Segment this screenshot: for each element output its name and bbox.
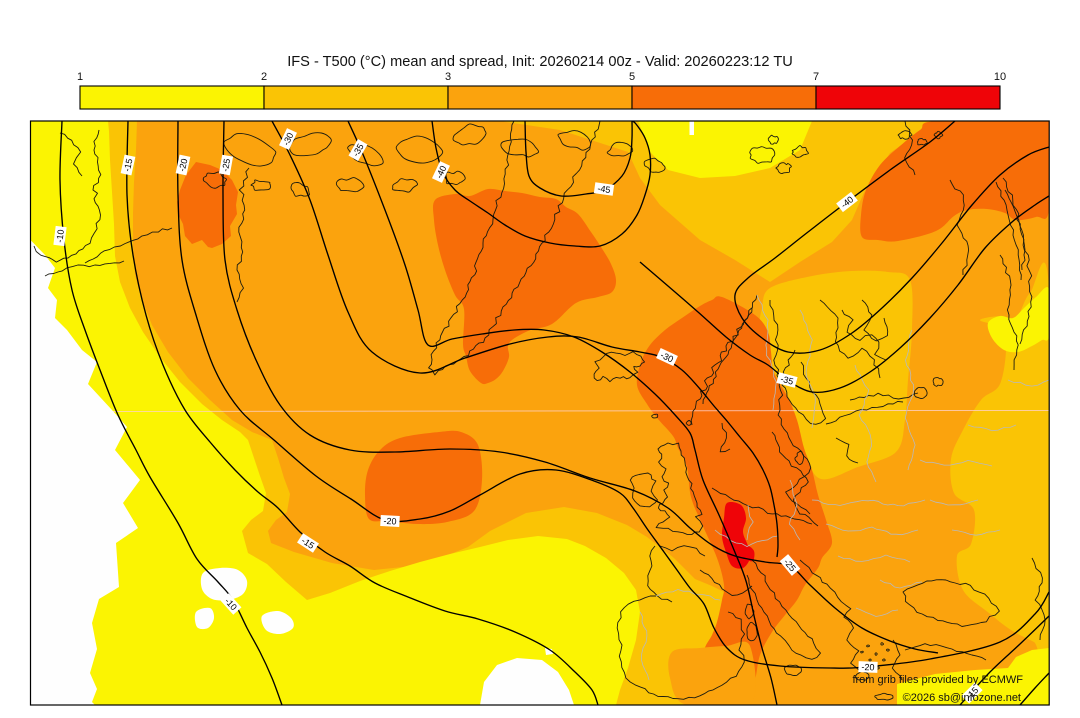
svg-text:3: 3 [445, 71, 451, 83]
svg-text:-20: -20 [383, 516, 397, 527]
svg-text:-45: -45 [597, 183, 611, 195]
svg-text:-35: -35 [779, 374, 794, 387]
svg-text:-40: -40 [434, 164, 449, 180]
svg-text:IFS - T500 (°C) mean and sprea: IFS - T500 (°C) mean and spread, Init: 2… [287, 54, 793, 70]
svg-text:-30: -30 [281, 131, 296, 147]
svg-text:-25: -25 [220, 158, 232, 173]
svg-text:5: 5 [629, 71, 635, 83]
svg-text:from grib files provided by EC: from grib files provided by ECMWF [852, 674, 1023, 686]
svg-text:-30: -30 [659, 350, 675, 365]
svg-text:-20: -20 [177, 158, 189, 173]
svg-text:-10: -10 [54, 229, 66, 243]
svg-text:1: 1 [77, 71, 83, 83]
svg-text:-15: -15 [122, 158, 134, 173]
svg-text:-20: -20 [861, 662, 874, 672]
svg-text:2: 2 [261, 71, 267, 83]
svg-text:©2026 sb@infozone.net: ©2026 sb@infozone.net [903, 692, 1021, 704]
svg-text:10: 10 [994, 71, 1006, 83]
svg-text:7: 7 [813, 71, 819, 83]
